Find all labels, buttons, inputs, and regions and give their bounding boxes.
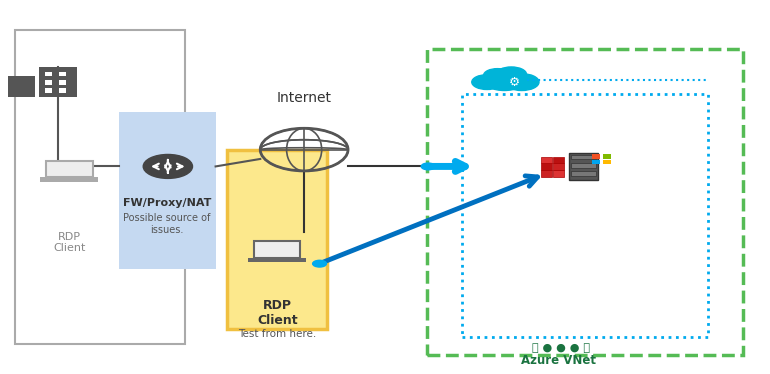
Bar [462, 94, 708, 337]
Bar [59, 72, 66, 76]
Bar [541, 157, 552, 163]
Bar [45, 72, 52, 76]
Bar [571, 171, 596, 176]
Bar [254, 242, 300, 258]
Circle shape [421, 163, 435, 170]
Bar [59, 88, 66, 93]
Bar [592, 154, 601, 159]
Bar [592, 160, 601, 164]
Text: RDP
Client: RDP Client [257, 299, 297, 327]
Text: RDP
Client: RDP Client [53, 232, 85, 254]
Text: Azure VNet: Azure VNet [521, 353, 596, 367]
Bar [46, 161, 92, 178]
Bar [59, 80, 66, 85]
Circle shape [472, 75, 502, 89]
Bar [8, 76, 35, 97]
Bar [248, 258, 306, 262]
Bar [40, 177, 99, 181]
Bar [45, 80, 52, 85]
Text: Test from here.: Test from here. [238, 329, 316, 339]
Bar [569, 153, 598, 180]
Circle shape [504, 74, 539, 91]
Text: Internet: Internet [276, 91, 332, 105]
Bar [45, 88, 52, 93]
Bar [38, 67, 77, 97]
Bar [603, 154, 611, 159]
Bar [553, 157, 564, 163]
Circle shape [313, 260, 326, 267]
Text: Possible source of
issues.: Possible source of issues. [123, 213, 211, 235]
Bar [553, 170, 564, 177]
Bar [541, 163, 552, 170]
Bar [553, 163, 564, 170]
Bar [571, 163, 596, 168]
Text: 〈 ● ● ● 〉: 〈 ● ● ● 〉 [531, 343, 590, 353]
Bar [571, 155, 596, 159]
Circle shape [484, 70, 525, 91]
FancyBboxPatch shape [15, 30, 185, 344]
Bar [541, 170, 552, 177]
Bar [227, 150, 327, 329]
Text: FW/Proxy/NAT: FW/Proxy/NAT [123, 198, 211, 208]
Bar [603, 160, 611, 164]
Bar [427, 49, 743, 355]
Bar [119, 112, 216, 269]
Circle shape [496, 67, 527, 82]
Text: ⚙: ⚙ [509, 76, 521, 89]
Circle shape [143, 154, 192, 178]
Circle shape [484, 69, 511, 82]
